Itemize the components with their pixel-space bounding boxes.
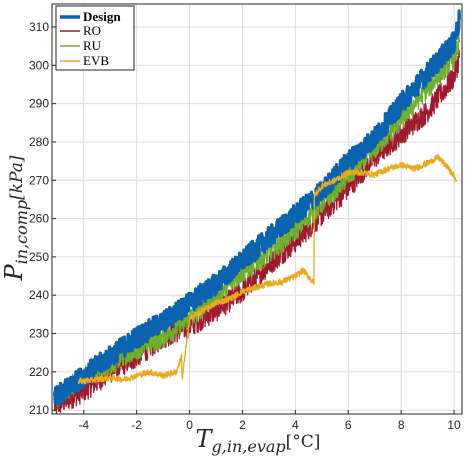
y-axis-label-main: P	[0, 264, 28, 282]
y-tick-label: 250	[29, 250, 49, 264]
series-line-design	[53, 9, 461, 406]
y-tick-label: 210	[29, 403, 49, 417]
y-tick-label: 260	[29, 212, 49, 226]
x-tick-label: -4	[78, 418, 89, 432]
y-tick-label: 240	[29, 288, 49, 302]
y-axis-label: Pin,comp[kPa]	[0, 155, 31, 281]
y-axis-label-unit: [kPa]	[7, 155, 27, 200]
x-tick-label: 8	[398, 418, 405, 432]
x-tick-label: 10	[447, 418, 461, 432]
legend-label-ru: RU	[83, 38, 102, 53]
y-tick-label: 220	[29, 365, 49, 379]
legend-label-evb: EVB	[83, 53, 109, 68]
x-tick-label: 4	[292, 418, 299, 432]
y-tick-label: 290	[29, 97, 49, 111]
y-axis-label-subscript: in,comp	[12, 200, 31, 265]
series-line-ru	[53, 33, 461, 408]
x-axis-label-unit: [°C]	[286, 432, 321, 452]
y-tick-label: 280	[29, 135, 49, 149]
y-tick-label: 270	[29, 173, 49, 187]
y-tick-label: 230	[29, 327, 49, 341]
x-axis-label: Tg,in,evap[°C]	[196, 425, 321, 456]
y-tick-label: 310	[29, 20, 49, 34]
x-tick-label: 2	[239, 418, 246, 432]
x-axis-label-main: T	[196, 425, 214, 453]
series-line-evb	[77, 153, 458, 385]
legend-label-ro: RO	[83, 23, 101, 38]
x-axis-label-subscript: g,in,evap	[212, 437, 286, 456]
plot-frame	[51, 3, 463, 415]
series-layer	[53, 9, 461, 414]
x-tick-label: 6	[345, 418, 352, 432]
series-line-ro	[53, 49, 461, 414]
y-tick-label: 300	[29, 58, 49, 72]
axis-ticks: -4 -2 0 2 4 6 8 10 210 220 230 240 250 260 270 280 290 30…	[29, 20, 461, 432]
legend: Design RO RU EVB	[55, 5, 135, 71]
legend-label-design: Design	[83, 9, 121, 24]
x-tick-label: 0	[186, 418, 193, 432]
x-tick-label: -2	[131, 418, 142, 432]
